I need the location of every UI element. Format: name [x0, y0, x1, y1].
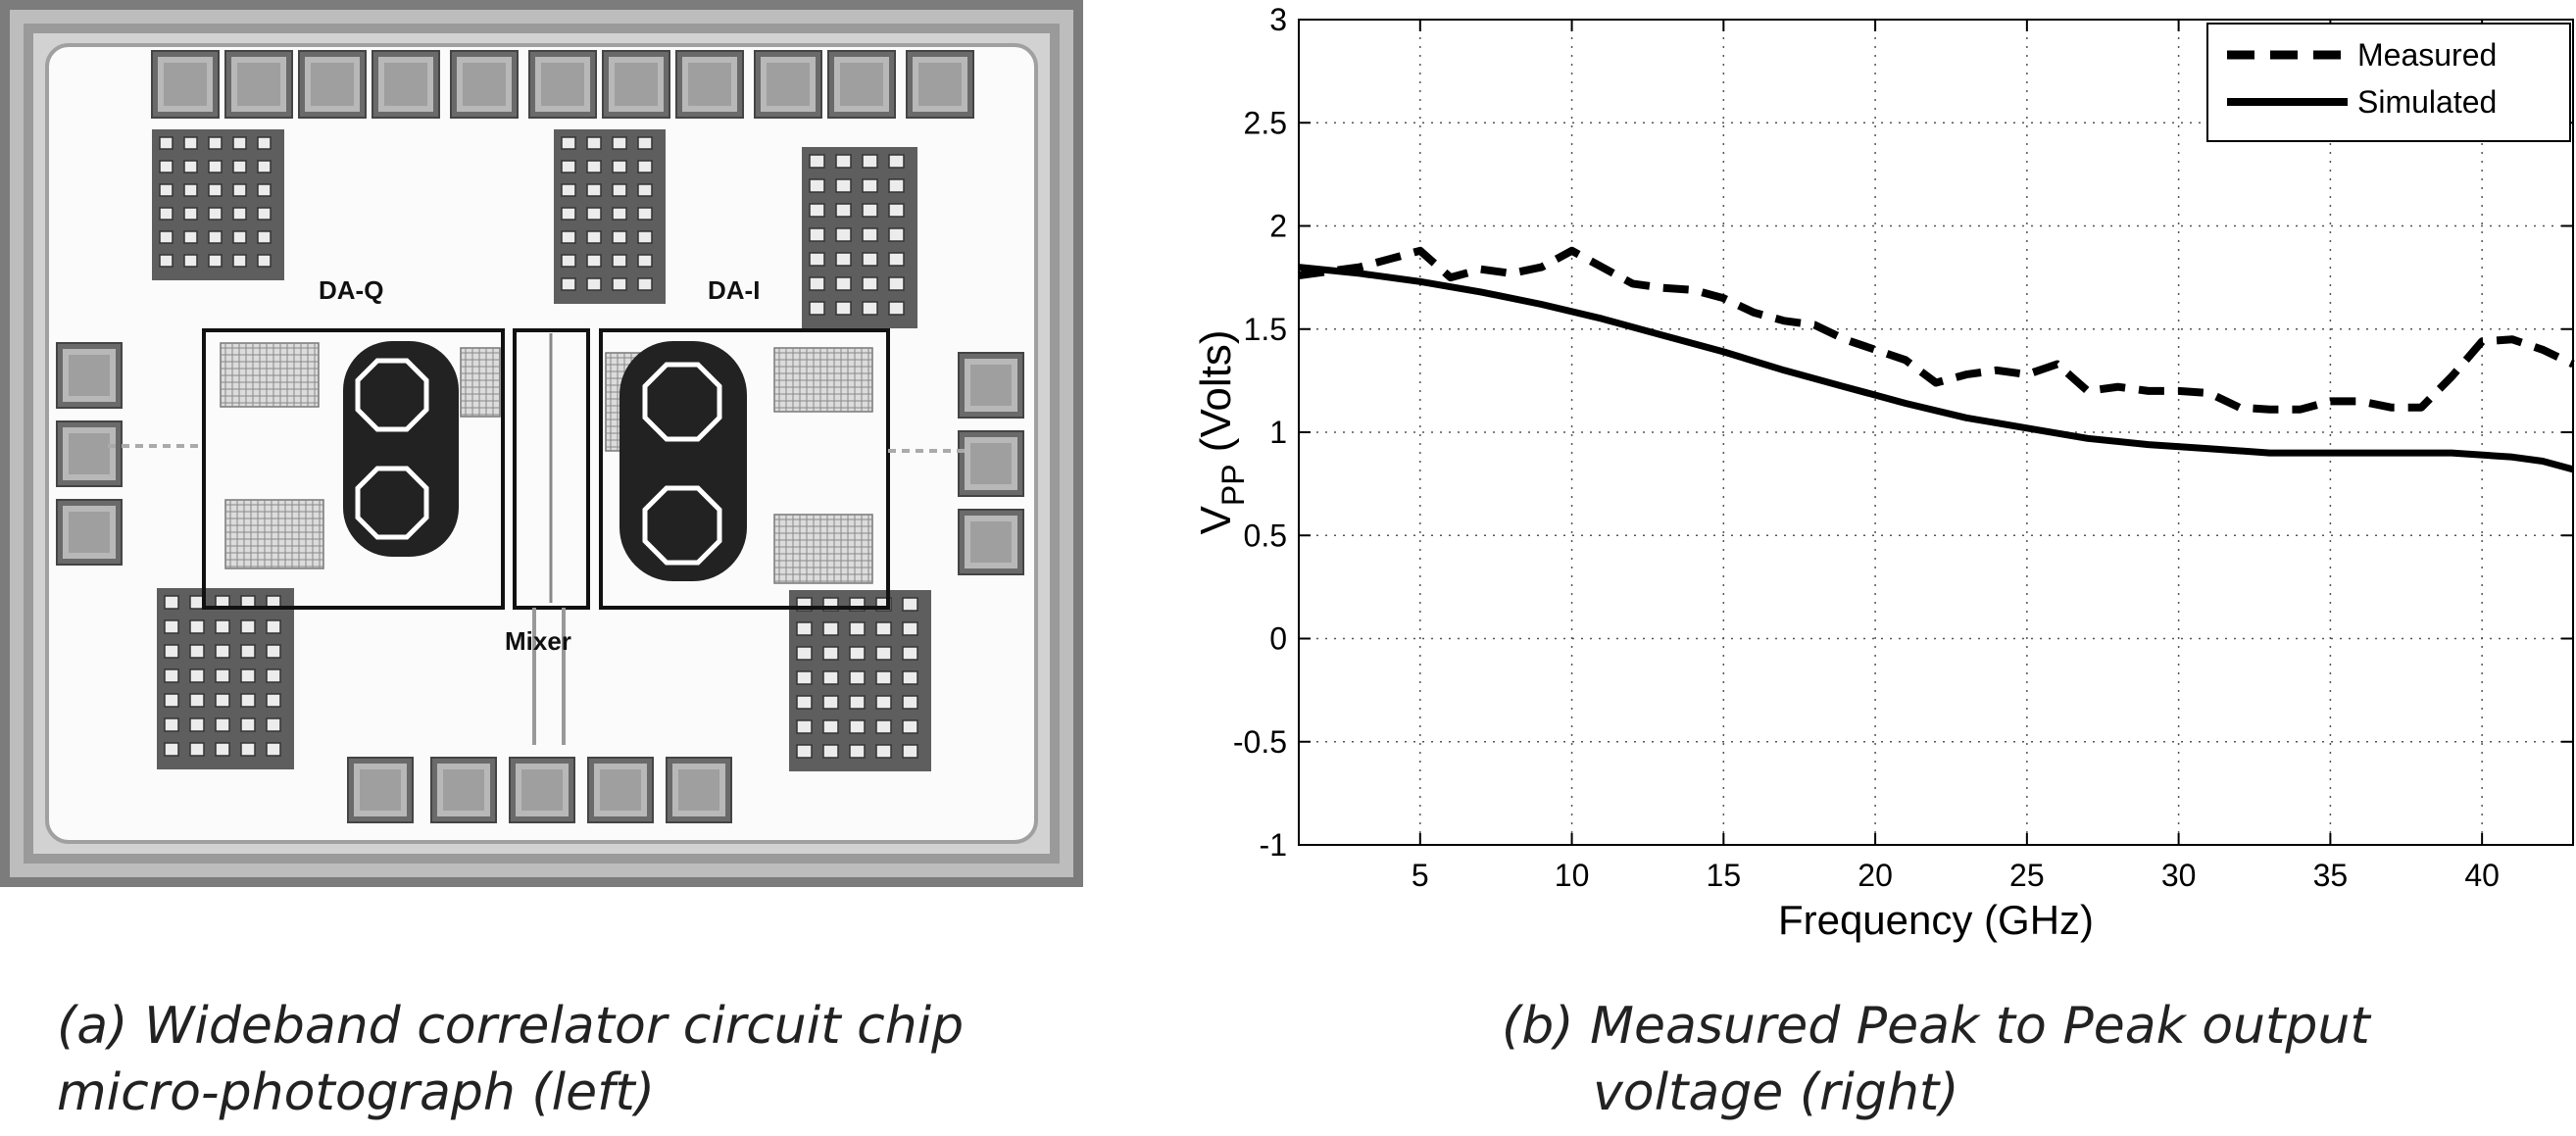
bond-pad [56, 420, 123, 487]
caption-a-line1: (a) Wideband correlator circuit chip [57, 997, 965, 1056]
y-tick-label: 1.5 [1244, 312, 1287, 347]
grid [1299, 20, 2573, 845]
y-tick-label: -1 [1260, 827, 1287, 863]
y-axis-label: VPP (Volts) [1192, 330, 1251, 535]
label-da-q: DA-Q [319, 275, 383, 305]
bond-pad [528, 50, 597, 119]
capacitor-mesh [773, 514, 873, 584]
bond-pad [906, 50, 974, 119]
bond-pad [958, 509, 1024, 575]
transistor-array [554, 129, 666, 304]
y-tick-label: 1 [1269, 415, 1287, 450]
y-axis-label-main: V [1192, 505, 1240, 534]
transistor-array [789, 590, 931, 771]
legend: Measured Simulated [2206, 23, 2571, 142]
y-tick-label: 3 [1269, 2, 1287, 37]
bond-pad [509, 757, 575, 823]
plot-border [1298, 19, 2574, 846]
data-series [1298, 246, 2575, 473]
x-tick-label: 30 [2161, 858, 2197, 893]
bond-pad [958, 352, 1024, 419]
y-tick-label: -0.5 [1233, 724, 1287, 760]
bond-pad [587, 757, 654, 823]
bond-pad [827, 50, 896, 119]
bond-pad [56, 499, 123, 566]
label-da-i: DA-I [708, 275, 760, 305]
transistor-arrays [152, 129, 931, 771]
y-axis-label-rest: (Volts) [1192, 330, 1240, 465]
y-tick-label: 0.5 [1244, 518, 1287, 553]
legend-label-measured: Measured [2357, 37, 2497, 73]
caption-b-line2: voltage (right) [1593, 1063, 1959, 1122]
axis-ticks: -1-0.500.511.522.535 10 15 20 25 30 35 40 [1233, 2, 2573, 893]
x-tick-label: 15 [1707, 858, 1742, 893]
bond-pad [602, 50, 670, 119]
y-tick-label: 0 [1269, 621, 1287, 657]
legend-label-simulated: Simulated [2357, 84, 2497, 120]
x-tick-label: 5 [1412, 858, 1429, 893]
bond-pad [450, 50, 519, 119]
capacitor-mesh [220, 342, 320, 408]
y-axis-label-sub: PP [1215, 464, 1251, 506]
legend-box [2206, 23, 2571, 142]
x-tick-label: 35 [2313, 858, 2349, 893]
bond-pad [754, 50, 822, 119]
bond-pad [675, 50, 744, 119]
bond-pad [298, 50, 367, 119]
transistor-array [157, 588, 294, 769]
bond-pad [151, 50, 220, 119]
series-line-measured [1298, 246, 2575, 414]
inductor-pair-da-q [343, 341, 459, 557]
bond-pad [958, 430, 1024, 497]
bond-pad [666, 757, 732, 823]
signal-lines [108, 444, 970, 453]
bond-pad [224, 50, 293, 119]
x-axis-label: Frequency (GHz) [1778, 897, 2094, 943]
caption-a-line2: micro-photograph (left) [57, 1063, 656, 1122]
y-tick-label: 2.5 [1244, 105, 1287, 140]
x-tick-label: 25 [2009, 858, 2045, 893]
capacitor-mesh [773, 347, 873, 413]
capacitor-mesh [224, 499, 324, 569]
x-tick-label: 40 [2464, 858, 2500, 893]
amplifier-da-q [202, 328, 505, 610]
caption-b-line1: (b) Measured Peak to Peak output [1502, 997, 2370, 1056]
vpp-frequency-chart: -1-0.500.511.522.535 10 15 20 25 30 35 40 Measu… [1192, 2, 2575, 943]
bond-pad [372, 50, 440, 119]
inductor-pair-da-i [619, 341, 747, 581]
x-tick-label: 10 [1555, 858, 1590, 893]
bond-pads [56, 50, 1024, 823]
bond-pad [347, 757, 414, 823]
bond-pad [56, 342, 123, 409]
bond-pad [430, 757, 497, 823]
x-tick-label: 20 [1858, 858, 1893, 893]
capacitor-mesh [460, 347, 501, 418]
amplifier-da-i [599, 328, 890, 610]
y-tick-label: 2 [1269, 209, 1287, 244]
transistor-array [152, 129, 284, 280]
transistor-array [802, 147, 917, 328]
chip-micro-photograph: DA-Q DA-I Mixer [0, 0, 1083, 887]
series-line-simulated [1298, 264, 2574, 473]
label-mixer: Mixer [505, 626, 571, 656]
mixer-block [513, 328, 590, 745]
